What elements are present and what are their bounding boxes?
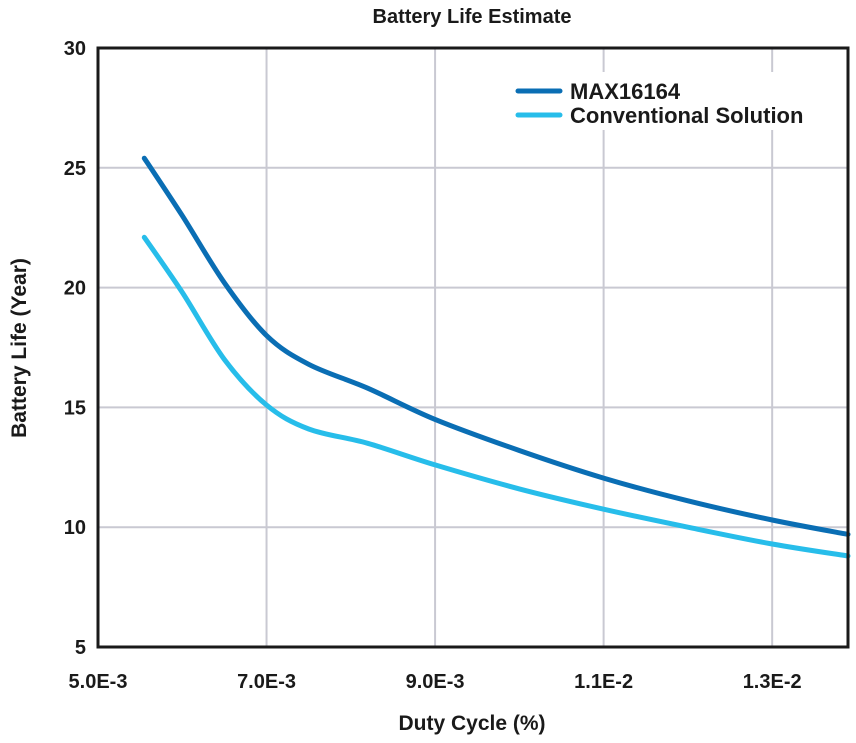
y-tick-label: 20: [64, 278, 86, 300]
legend-background: [508, 72, 840, 130]
series-line-0: [141, 155, 851, 537]
x-tick-label: 1.1E-2: [574, 671, 633, 693]
y-tick-label: 30: [64, 38, 86, 60]
y-tick-label: 15: [64, 397, 86, 419]
x-tick-label: 9.0E-3: [406, 671, 465, 693]
legend-label: MAX16164: [570, 79, 681, 104]
x-tick-label: 7.0E-3: [237, 671, 296, 693]
x-tick-labels: 5.0E-3 7.0E-3 9.0E-3 1.1E-2 1.3E-2: [69, 671, 802, 693]
plot-frame: [96, 46, 850, 649]
y-tick-label: 25: [64, 158, 86, 180]
y-axis-label: Battery Life (Year): [8, 258, 31, 438]
legend-label: Conventional Solution: [570, 103, 803, 128]
y-tick-labels: 5 10 15 20 25 30: [64, 38, 86, 659]
y-tick-label: 5: [75, 637, 86, 659]
y-tick-label: 10: [64, 517, 86, 539]
x-tick-label: 5.0E-3: [69, 671, 128, 693]
grid: [98, 48, 848, 647]
series-line-1: [141, 234, 851, 559]
x-tick-label: 1.3E-2: [743, 671, 802, 693]
chart-title: Battery Life Estimate: [373, 6, 572, 28]
x-axis-label: Duty Cycle (%): [398, 712, 545, 735]
series-lines: [141, 155, 851, 559]
